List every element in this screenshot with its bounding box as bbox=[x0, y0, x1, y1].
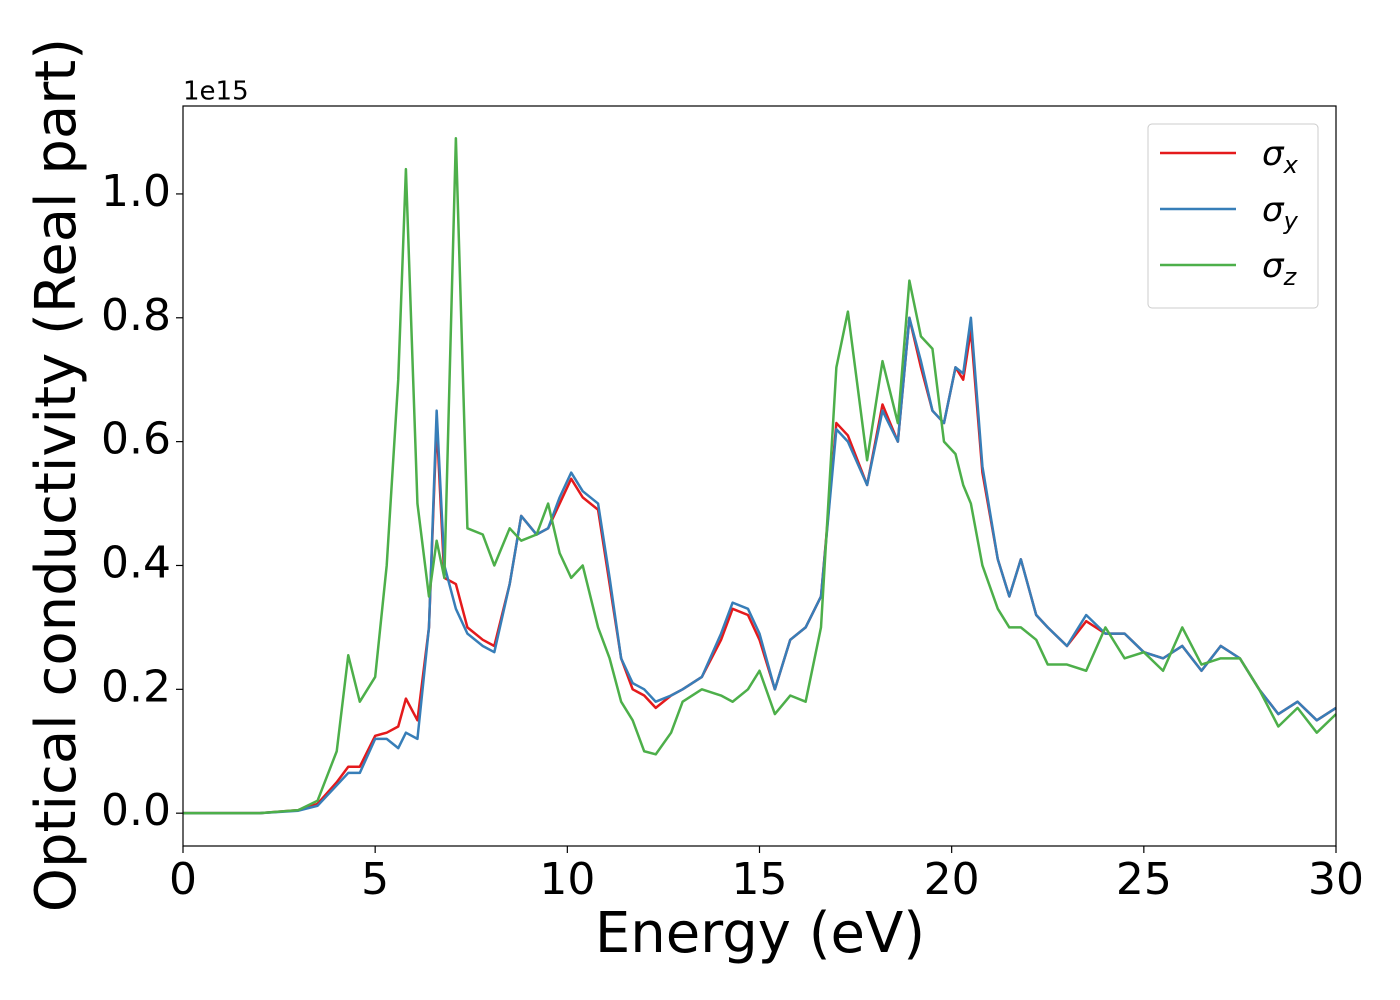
x-tick-label: 20 bbox=[924, 854, 980, 905]
y-tick-label: 0.0 bbox=[101, 785, 171, 836]
series-line bbox=[183, 136, 1337, 815]
y-tick-label: 0.6 bbox=[101, 414, 171, 465]
x-tick-label: 25 bbox=[1116, 854, 1172, 905]
y-axis-label: Optical conductivity (Real part) bbox=[24, 38, 89, 912]
x-axis-label: Energy (eV) bbox=[595, 901, 925, 966]
x-tick-label: 0 bbox=[169, 854, 197, 905]
series-line bbox=[183, 316, 1337, 815]
y-tick-label: 0.2 bbox=[101, 661, 171, 712]
legend-label: σy bbox=[1262, 190, 1299, 235]
y-offset-label: 1e15 bbox=[183, 77, 249, 107]
x-tick-label: 5 bbox=[361, 854, 389, 905]
x-tick-label: 30 bbox=[1308, 854, 1364, 905]
legend-label: σx bbox=[1262, 134, 1299, 179]
legend-label: σz bbox=[1262, 246, 1298, 291]
series-line bbox=[183, 316, 1337, 815]
plot-frame bbox=[182, 105, 1337, 847]
y-tick-label: 0.8 bbox=[101, 290, 171, 341]
x-tick-label: 15 bbox=[732, 854, 788, 905]
x-tick-label: 10 bbox=[539, 854, 595, 905]
y-tick-label: 0.4 bbox=[101, 537, 171, 588]
legend-box bbox=[1147, 123, 1319, 309]
y-tick-label: 1.0 bbox=[101, 166, 171, 217]
